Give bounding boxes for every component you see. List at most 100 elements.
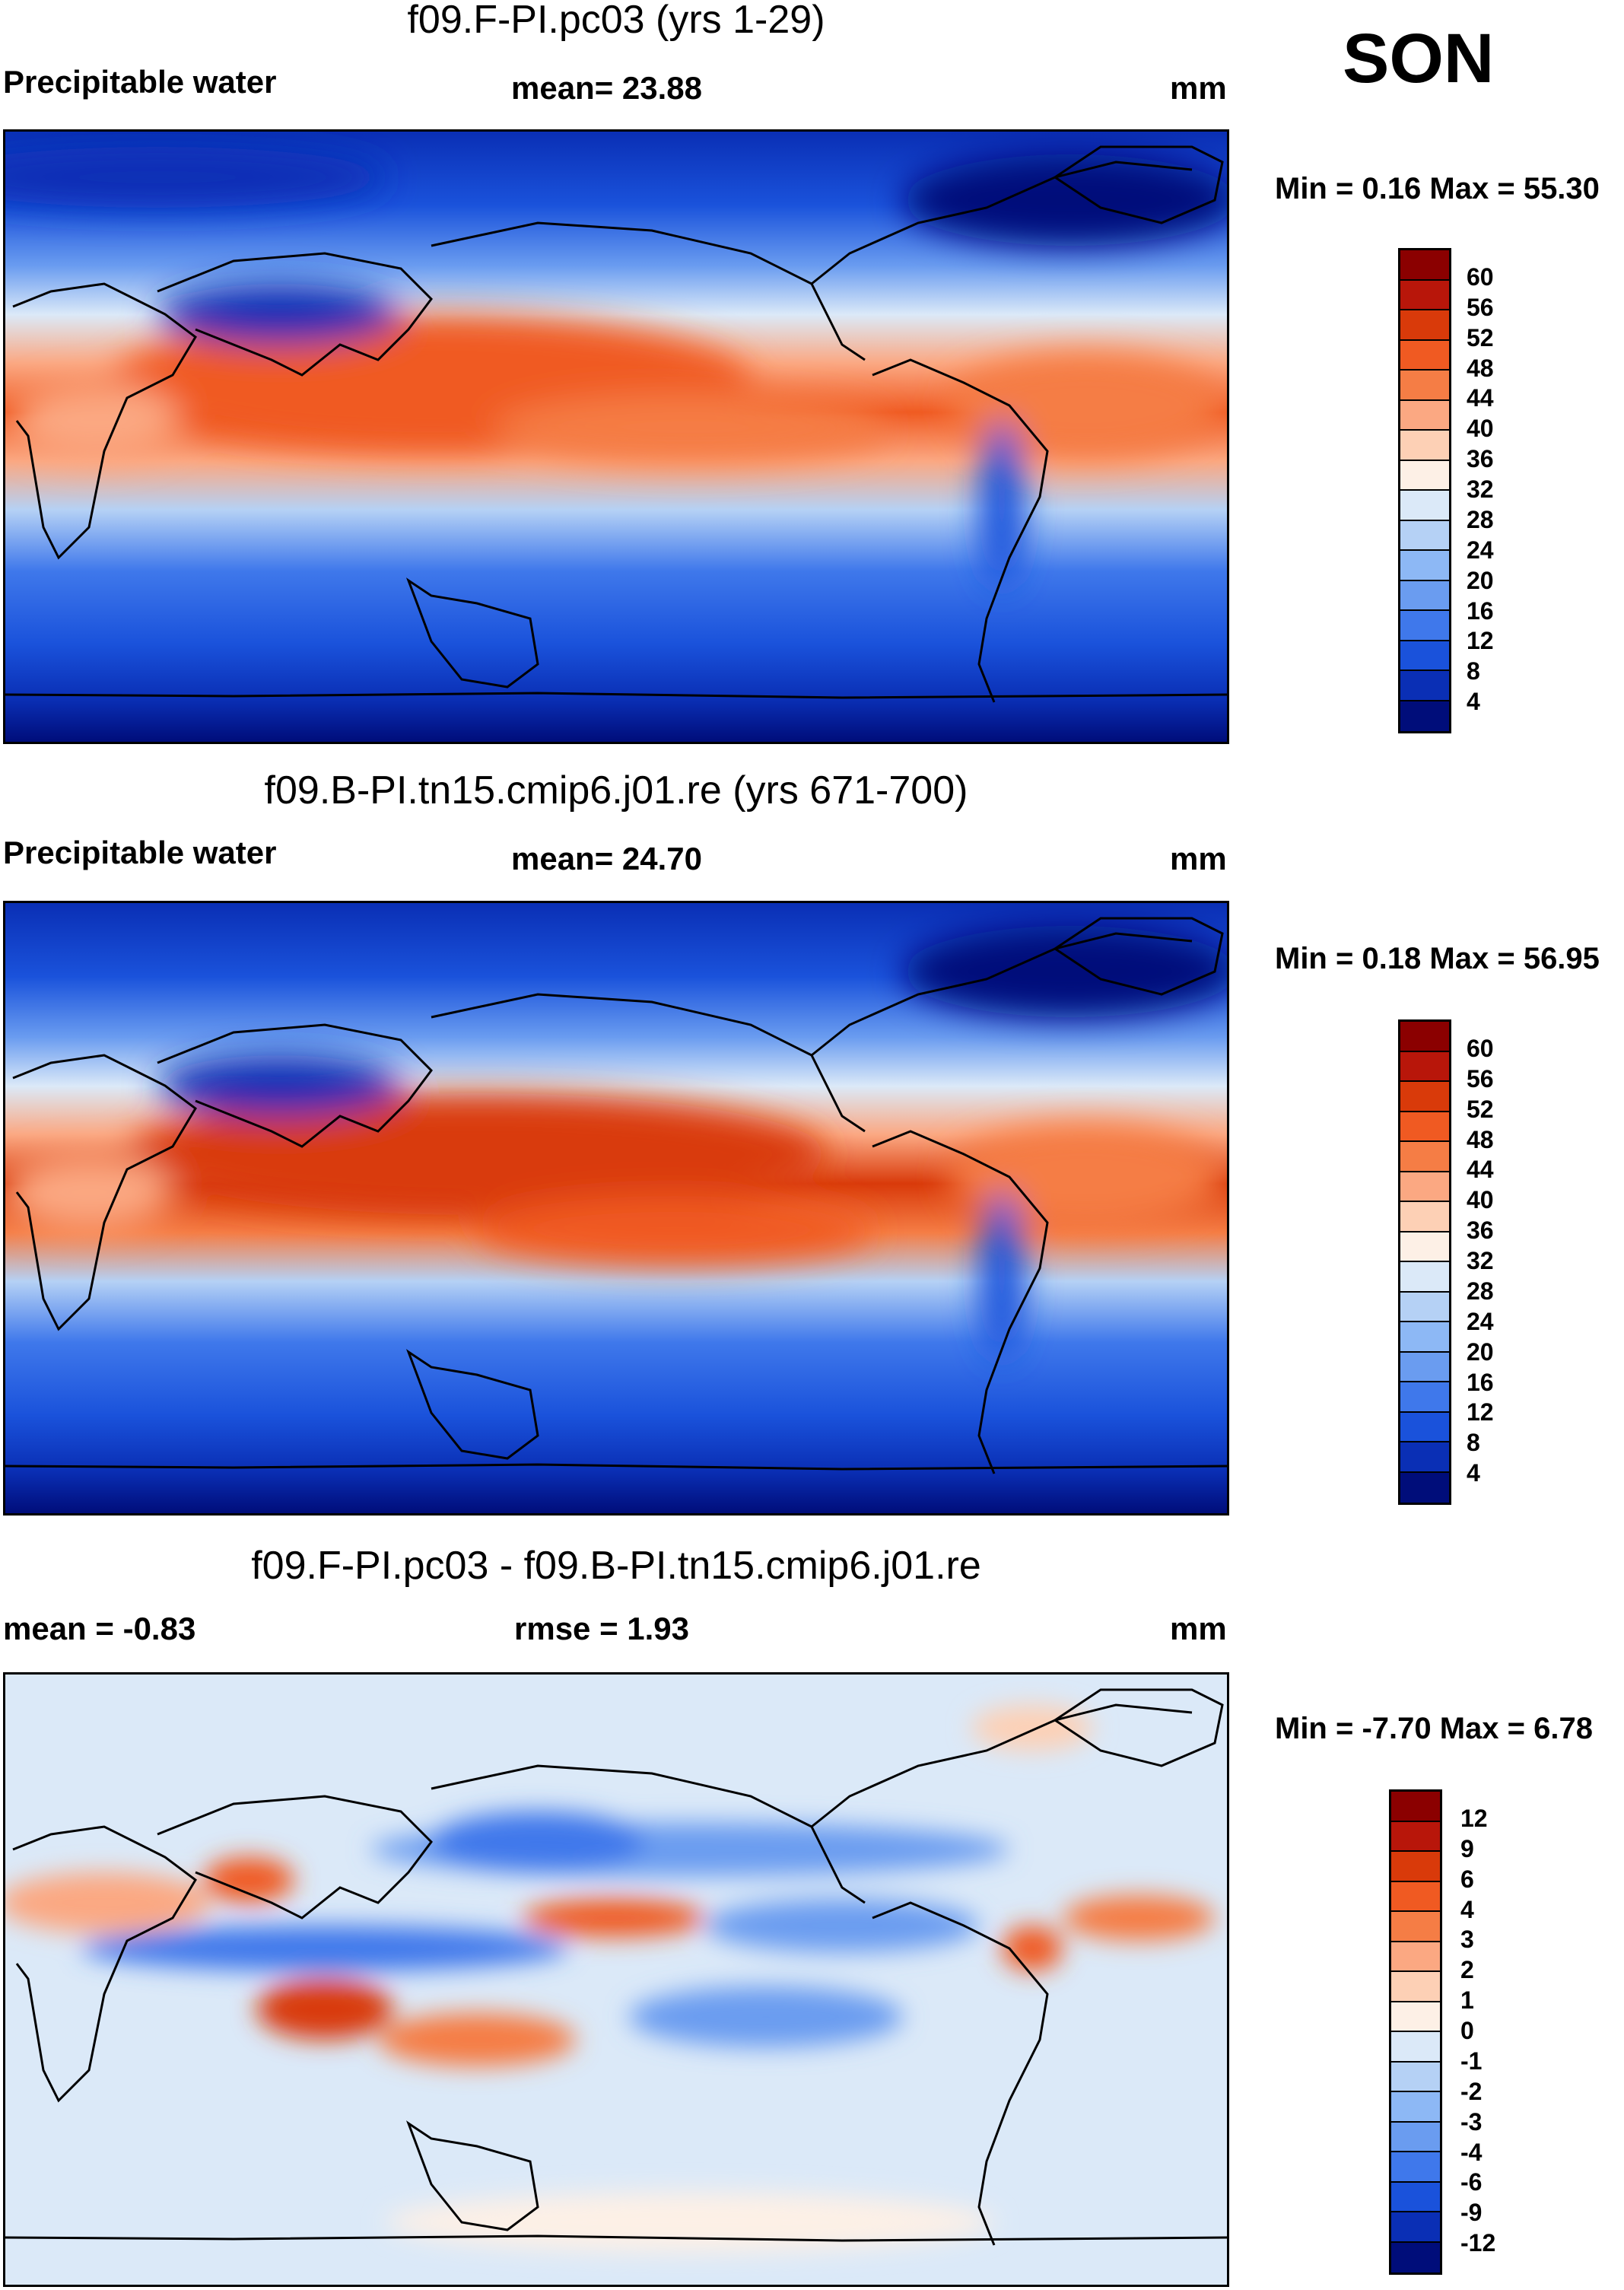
colorbar-tick-label: 44: [1467, 1156, 1494, 1184]
colorbar-segment: [1400, 1022, 1449, 1052]
colorbar-tick-label: 60: [1467, 1034, 1494, 1062]
colorbar-segment: [1400, 1292, 1449, 1322]
colorbar-tick-label: 52: [1467, 323, 1494, 351]
colorbar-segment: [1400, 611, 1449, 641]
colorbar-segment: [1391, 2062, 1440, 2092]
colorbar-segment: [1391, 2092, 1440, 2123]
colorbar-segment: [1391, 1972, 1440, 2002]
colorbar-tick-label: 4: [1467, 688, 1480, 716]
colorbar-tick-label: 24: [1467, 536, 1494, 564]
colorbar-tick-label: 40: [1467, 1186, 1494, 1214]
colorbar-tick-label: 9: [1460, 1834, 1474, 1862]
colorbar-tick-label: 32: [1467, 475, 1494, 503]
colorbar-tick-label: 20: [1467, 1337, 1494, 1366]
colorbar-segment: [1400, 580, 1449, 611]
colorbar-segment: [1400, 1442, 1449, 1473]
colorbar-tick-label: -6: [1460, 2168, 1483, 2196]
colorbar-segment: [1400, 371, 1449, 401]
panel-3-map-svg: [5, 1675, 1227, 2285]
panel-1-mean-label: mean= 23.88: [511, 70, 703, 106]
panel-3-colorbar: [1389, 1789, 1442, 2275]
colorbar-tick-label: 3: [1460, 1926, 1474, 1954]
colorbar-tick-label: 24: [1467, 1307, 1494, 1335]
colorbar-tick-label: 48: [1467, 354, 1494, 382]
panel-1-title: f09.F-PI.pc03 (yrs 1-29): [407, 0, 825, 42]
colorbar-tick-label: 12: [1467, 1398, 1494, 1426]
colorbar-segment: [1400, 1232, 1449, 1262]
colorbar-segment: [1391, 1881, 1440, 1912]
colorbar-segment: [1400, 431, 1449, 461]
colorbar-segment: [1400, 1172, 1449, 1202]
colorbar-segment: [1391, 1852, 1440, 1882]
colorbar-segment: [1391, 2032, 1440, 2063]
panel-1-unit-label: mm: [1170, 70, 1227, 106]
colorbar-segment: [1400, 1142, 1449, 1172]
panel-2-mean-label: mean= 24.70: [511, 841, 703, 876]
colorbar-segment: [1391, 2122, 1440, 2152]
panel-3-title: f09.F-PI.pc03 - f09.B-PI.tn15.cmip6.j01.…: [251, 1544, 981, 1588]
panel-2-variable-label: Precipitable water: [3, 835, 277, 870]
panel-1-coastlines: [5, 145, 1227, 703]
colorbar-segment: [1400, 1112, 1449, 1142]
panel-2-map: [3, 901, 1229, 1516]
colorbar-segment: [1400, 1322, 1449, 1353]
panel-2-minmax-label: Min = 0.18 Max = 56.95: [1275, 942, 1600, 975]
colorbar-tick-label: 2: [1460, 1956, 1474, 1984]
colorbar-tick-label: 20: [1467, 566, 1494, 594]
colorbar-segment: [1391, 2212, 1440, 2243]
colorbar-tick-label: 56: [1467, 293, 1494, 321]
panel-3-coastlines: [5, 1688, 1227, 2246]
panel-2-colorbar: [1398, 1019, 1451, 1505]
colorbar-segment: [1400, 641, 1449, 671]
colorbar-segment: [1391, 1912, 1440, 1942]
colorbar-segment: [1400, 520, 1449, 551]
panel-3-colorbar-ticks: 12 9 6 4 3 2 1 0 -1 -2 -3 -4 -6 -9 -12: [1460, 1789, 1529, 2275]
colorbar-segment: [1400, 1202, 1449, 1232]
colorbar-tick-label: 28: [1467, 1277, 1494, 1305]
colorbar-tick-label: 1: [1460, 1986, 1474, 2015]
panel-1-minmax-label: Min = 0.16 Max = 55.30: [1275, 172, 1600, 205]
colorbar-tick-label: 56: [1467, 1064, 1494, 1093]
colorbar-segment: [1400, 460, 1449, 491]
colorbar-segment: [1400, 1082, 1449, 1112]
colorbar-segment: [1391, 2182, 1440, 2212]
colorbar-segment: [1391, 1821, 1440, 1852]
colorbar-tick-label: 12: [1467, 627, 1494, 655]
colorbar-tick-label: 48: [1467, 1125, 1494, 1153]
colorbar-segment: [1391, 1942, 1440, 1972]
colorbar-tick-label: 28: [1467, 505, 1494, 533]
panel-3-map: [3, 1672, 1229, 2287]
colorbar-tick-label: -12: [1460, 2229, 1496, 2257]
colorbar-tick-label: 8: [1467, 657, 1480, 685]
colorbar-segment: [1400, 250, 1449, 281]
colorbar-segment: [1400, 701, 1449, 731]
colorbar-segment: [1391, 2002, 1440, 2032]
colorbar-tick-label: 16: [1467, 1368, 1494, 1396]
colorbar-tick-label: 32: [1467, 1247, 1494, 1274]
colorbar-segment: [1400, 1382, 1449, 1413]
colorbar-tick-label: -3: [1460, 2107, 1483, 2136]
panel-3-rmse-label: rmse = 1.93: [514, 1611, 690, 1646]
colorbar-tick-label: 4: [1460, 1895, 1474, 1923]
colorbar-tick-label: -4: [1460, 2138, 1483, 2166]
colorbar-tick-label: 4: [1467, 1459, 1480, 1487]
colorbar-segment: [1400, 491, 1449, 521]
colorbar-segment: [1400, 400, 1449, 431]
colorbar-segment: [1391, 2152, 1440, 2183]
panel-1-variable-label: Precipitable water: [3, 64, 277, 100]
colorbar-segment: [1391, 1792, 1440, 1822]
colorbar-tick-label: 8: [1467, 1429, 1480, 1457]
colorbar-segment: [1400, 1262, 1449, 1293]
panel-1-colorbar-ticks: 60 56 52 48 44 40 36 32 28 24 20 16 12 8 4: [1467, 248, 1527, 733]
colorbar-tick-label: 0: [1460, 2017, 1474, 2044]
colorbar-segment: [1400, 551, 1449, 581]
colorbar-tick-label: 44: [1467, 384, 1494, 412]
colorbar-tick-label: -2: [1460, 2077, 1483, 2105]
season-label: SON: [1343, 20, 1495, 97]
colorbar-segment: [1400, 310, 1449, 341]
colorbar-segment: [1400, 1472, 1449, 1503]
colorbar-tick-label: -9: [1460, 2199, 1483, 2227]
colorbar-segment: [1391, 2242, 1440, 2273]
panel-1-colorbar: [1398, 248, 1451, 733]
colorbar-tick-label: 60: [1467, 262, 1494, 291]
